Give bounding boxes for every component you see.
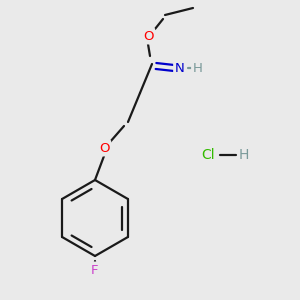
Text: H: H — [239, 148, 249, 162]
Text: H: H — [193, 61, 203, 74]
Text: N: N — [175, 61, 185, 74]
Text: Cl: Cl — [201, 148, 215, 162]
Text: O: O — [143, 29, 153, 43]
Text: F: F — [91, 263, 99, 277]
Text: O: O — [99, 142, 109, 154]
